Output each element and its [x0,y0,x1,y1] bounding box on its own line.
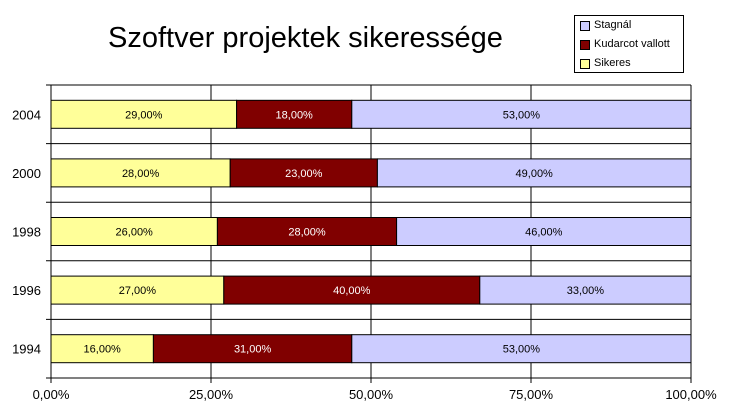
bar-segment [50,158,231,188]
data-label: 53,00% [503,344,541,356]
data-label: 23,00% [285,168,323,180]
data-label: 49,00% [516,168,554,180]
bar-segment [152,334,353,364]
legend-label-stagnal: Stagnál [594,19,632,31]
data-label: 28,00% [288,227,326,239]
data-label: 27,00% [119,285,157,297]
bar-segment [216,217,398,246]
bar-segment [50,275,225,305]
bar-segment [236,99,353,129]
legend-swatch-sikeres [580,59,590,69]
legend-swatch-kudarcot-vallott [580,40,590,50]
legend-label-sikeres: Sikeres [594,57,631,69]
data-label: 46,00% [525,227,563,239]
bar-segment [223,275,481,305]
data-label: 26,00% [116,227,154,239]
data-label: 31,00% [234,344,272,356]
chart-title: Szoftver projektek sikeressége [108,22,503,54]
y-tick-label: 1996 [12,283,41,298]
legend-swatch-stagnal [580,21,590,31]
data-label: 29,00% [125,109,163,121]
bar-segment [376,158,692,188]
data-label: 18,00% [276,109,314,121]
y-tick-label: 2000 [12,166,41,181]
data-label: 33,00% [567,285,605,297]
bar-segment [351,334,692,364]
y-tick-label: 1994 [12,342,41,357]
legend-label-kudarcot-vallott: Kudarcot vallott [594,38,670,50]
data-label: 40,00% [333,285,371,297]
data-label: 16,00% [84,344,122,356]
x-tick-label: 0,00% [33,387,70,402]
bar-segment [50,217,218,246]
bar-segment [351,99,692,129]
x-tick-label: 25,00% [189,387,234,402]
bar-segment [479,275,692,305]
x-tick-label: 75,00% [509,387,554,402]
data-label: 28,00% [122,168,160,180]
x-tick-label: 50,00% [349,387,394,402]
x-tick-label: 100,00% [665,387,717,402]
y-tick-label: 1998 [12,225,41,240]
data-label: 53,00% [503,109,541,121]
bar-segment [396,217,692,246]
bar-segment [229,158,378,188]
legend: Stagnál Kudarcot vallott Sikeres [574,15,684,73]
y-tick-label: 2004 [12,107,41,122]
